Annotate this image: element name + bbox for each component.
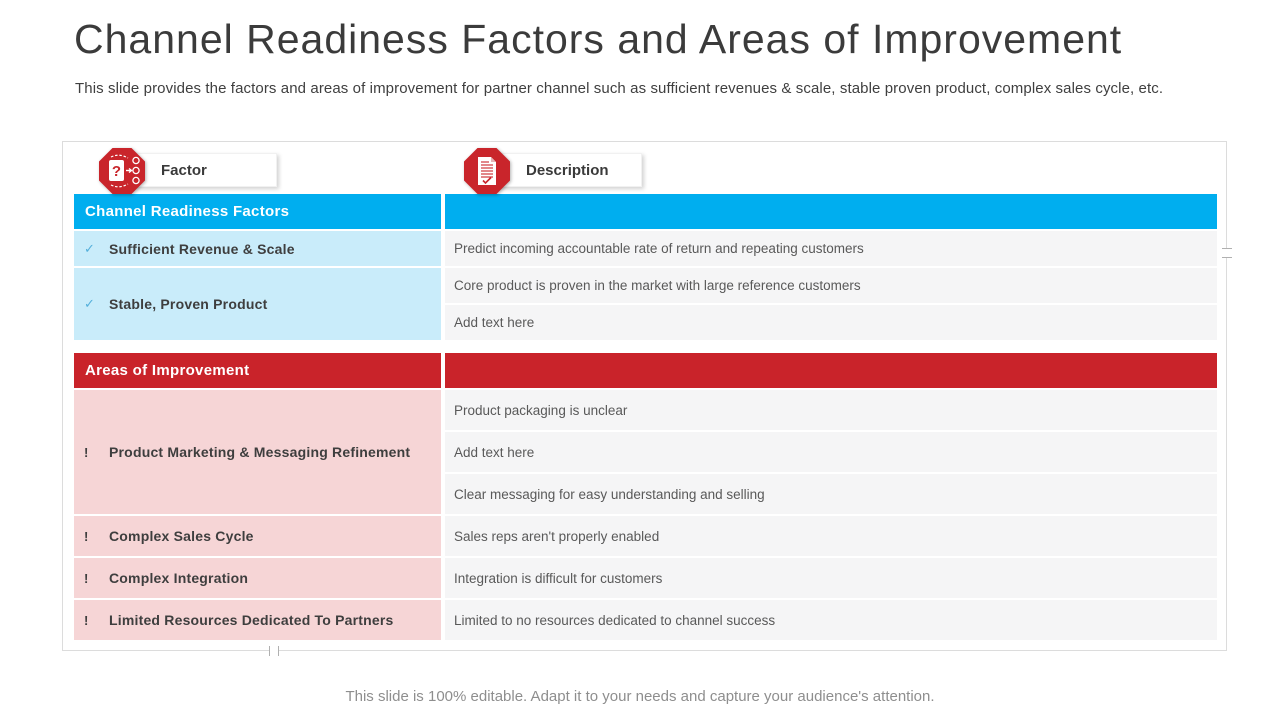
section-title: Areas of Improvement: [74, 353, 441, 388]
description-cell: Limited to no resources dedicated to cha…: [445, 600, 1217, 640]
table-resize-handle-bottom[interactable]: [269, 646, 279, 656]
description-column: Core product is proven in the market wit…: [445, 268, 1217, 340]
factor-cell: ! Product Marketing & Messaging Refinemen…: [74, 390, 441, 514]
factor-column-header-box: Factor: [131, 153, 277, 187]
description-cell: Predict incoming accountable rate of ret…: [445, 231, 1217, 266]
check-marker-icon: ✓: [84, 240, 95, 256]
description-cell: Add text here: [445, 432, 1217, 472]
factor-label: Complex Sales Cycle: [109, 528, 254, 544]
section-title: Channel Readiness Factors: [74, 194, 441, 229]
factor-label: Complex Integration: [109, 570, 249, 586]
section-readiness: Channel Readiness Factors ✓ Sufficient Rev…: [74, 194, 1217, 340]
table-row: ✓ Sufficient Revenue & Scale Predict incom…: [74, 231, 1217, 266]
table-container: ? Factor: [62, 141, 1232, 656]
factor-cell: ! Complex Sales Cycle: [74, 516, 441, 556]
factors-table: Channel Readiness Factors ✓ Sufficient Rev…: [74, 194, 1217, 640]
section-header-improvement: Areas of Improvement: [74, 353, 1217, 388]
factor-label: Product Marketing & Messaging Refinement: [109, 444, 411, 460]
table-row: ! Product Marketing & Messaging Refinemen…: [74, 390, 1217, 514]
description-column-header-box: Description: [496, 153, 642, 187]
exclamation-marker-icon: !: [84, 612, 89, 628]
table-row: ! Complex Integration Integration is diffi…: [74, 558, 1217, 598]
factor-cell: ! Complex Integration: [74, 558, 441, 598]
table-row: ! Complex Sales Cycle Sales reps aren't pr…: [74, 516, 1217, 556]
description-cell: Clear messaging for easy understanding a…: [445, 474, 1217, 514]
factor-label: Sufficient Revenue & Scale: [109, 240, 295, 257]
section-header-readiness: Channel Readiness Factors: [74, 194, 1217, 229]
description-column: Sales reps aren't properly enabled: [445, 516, 1217, 556]
description-cell: Product packaging is unclear: [445, 390, 1217, 430]
factor-cell: ✓ Sufficient Revenue & Scale: [74, 231, 441, 266]
table-row: ! Limited Resources Dedicated To Partners…: [74, 600, 1217, 640]
svg-text:?: ?: [112, 163, 121, 180]
exclamation-marker-icon: !: [84, 444, 89, 460]
factor-label: Limited Resources Dedicated To Partners: [109, 612, 394, 628]
factor-cell: ✓ Stable, Proven Product: [74, 268, 441, 340]
description-column: Product packaging is unclear Add text her…: [445, 390, 1217, 514]
description-column: Integration is difficult for customers: [445, 558, 1217, 598]
description-column: Predict incoming accountable rate of ret…: [445, 231, 1217, 266]
exclamation-marker-icon: !: [84, 570, 89, 586]
document-check-octagon-icon: [464, 148, 510, 194]
description-cell: Sales reps aren't properly enabled: [445, 516, 1217, 556]
factor-column-label: Factor: [161, 161, 207, 179]
description-cell: Core product is proven in the market wit…: [445, 268, 1217, 303]
table-resize-handle-right[interactable]: [1222, 248, 1232, 258]
slide-subtitle: This slide provides the factors and area…: [75, 80, 1164, 97]
table-row: ✓ Stable, Proven Product Core product is p…: [74, 268, 1217, 340]
factor-column-header: ? Factor: [98, 147, 328, 195]
description-cell: Add text here: [445, 305, 1217, 340]
check-marker-icon: ✓: [84, 296, 95, 311]
factor-label: Stable, Proven Product: [109, 296, 268, 312]
description-column-label: Description: [526, 161, 609, 179]
description-column: Limited to no resources dedicated to cha…: [445, 600, 1217, 640]
slide-footer-note: This slide is 100% editable. Adapt it to…: [345, 688, 935, 705]
section-improvement: Areas of Improvement! Product Marketing &…: [74, 353, 1217, 640]
factor-cell: ! Limited Resources Dedicated To Partners: [74, 600, 441, 640]
exclamation-marker-icon: !: [84, 528, 89, 544]
section-header-filler: [445, 194, 1217, 229]
description-cell: Integration is difficult for customers: [445, 558, 1217, 598]
page-title: Channel Readiness Factors and Areas of I…: [74, 16, 1123, 62]
section-header-filler: [445, 353, 1217, 388]
description-column-header: Description: [463, 147, 693, 195]
question-options-octagon-icon: ?: [99, 148, 145, 194]
